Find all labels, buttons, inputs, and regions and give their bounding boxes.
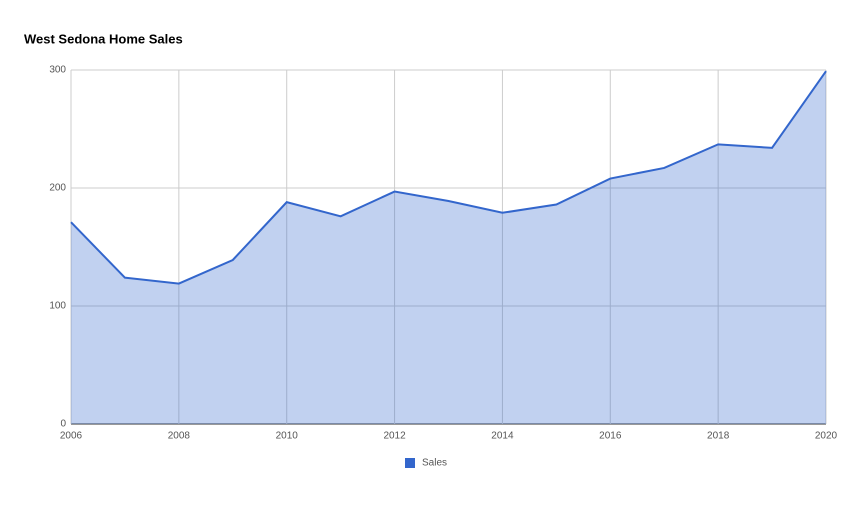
x-tick-label: 2018: [707, 431, 730, 442]
area: [71, 71, 826, 425]
x-tick-label: 2008: [168, 431, 191, 442]
y-tick-label: 300: [49, 65, 66, 76]
x-tick-label: 2016: [599, 431, 622, 442]
x-tick-label: 2014: [491, 431, 514, 442]
legend-label: Sales: [422, 458, 447, 469]
chart-title: West Sedona Home Sales: [24, 31, 183, 46]
line: [70, 70, 827, 285]
y-tick-label: 200: [49, 183, 66, 194]
y-tick-label: 0: [60, 419, 66, 430]
x-tick-label: 2020: [815, 431, 838, 442]
y-tick-label: 100: [49, 301, 66, 312]
x-tick-label: 2010: [276, 431, 299, 442]
legend-swatch: [405, 458, 415, 468]
x-tick-label: 2006: [60, 431, 83, 442]
x-tick-label: 2012: [383, 431, 406, 442]
